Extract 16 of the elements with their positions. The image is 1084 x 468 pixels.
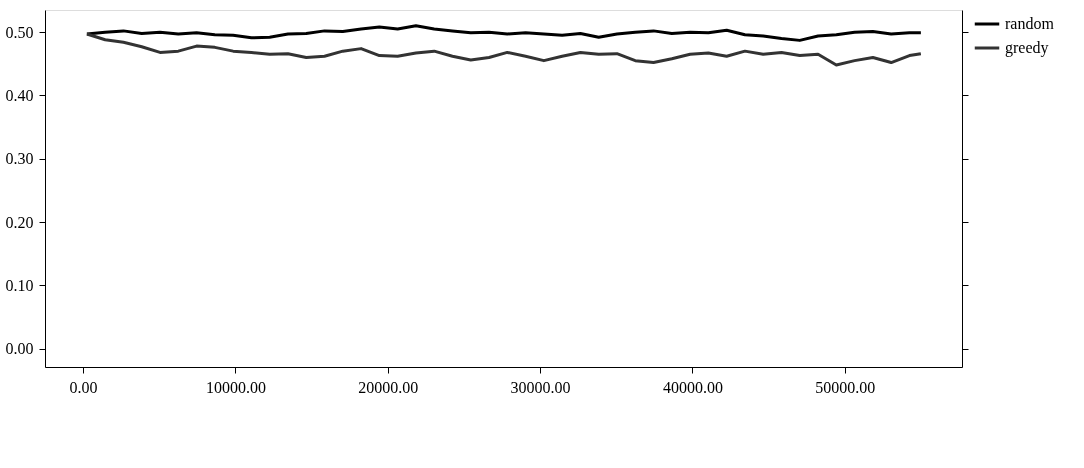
x-tick-label: 0.00 [69,378,98,396]
x-tick-label: 50000.00 [815,378,876,396]
y-tick-label: 0.20 [5,213,34,231]
line-series [85,24,923,42]
legend-label: random [1005,15,1055,32]
y-tick-label: 0.50 [5,23,34,41]
line-series [85,32,923,67]
x-tick-label: 40000.00 [662,378,723,396]
y-tick-label: 0.30 [5,150,34,168]
y-tick-label: 0.00 [5,340,34,358]
y-tick-label: 0.10 [5,276,34,294]
x-tick-label: 10000.00 [205,378,266,396]
legend-label: greedy [1005,39,1049,57]
x-tick-label: 30000.00 [510,378,571,396]
y-tick-label: 0.40 [5,86,34,104]
x-tick-label: 20000.00 [358,378,419,396]
